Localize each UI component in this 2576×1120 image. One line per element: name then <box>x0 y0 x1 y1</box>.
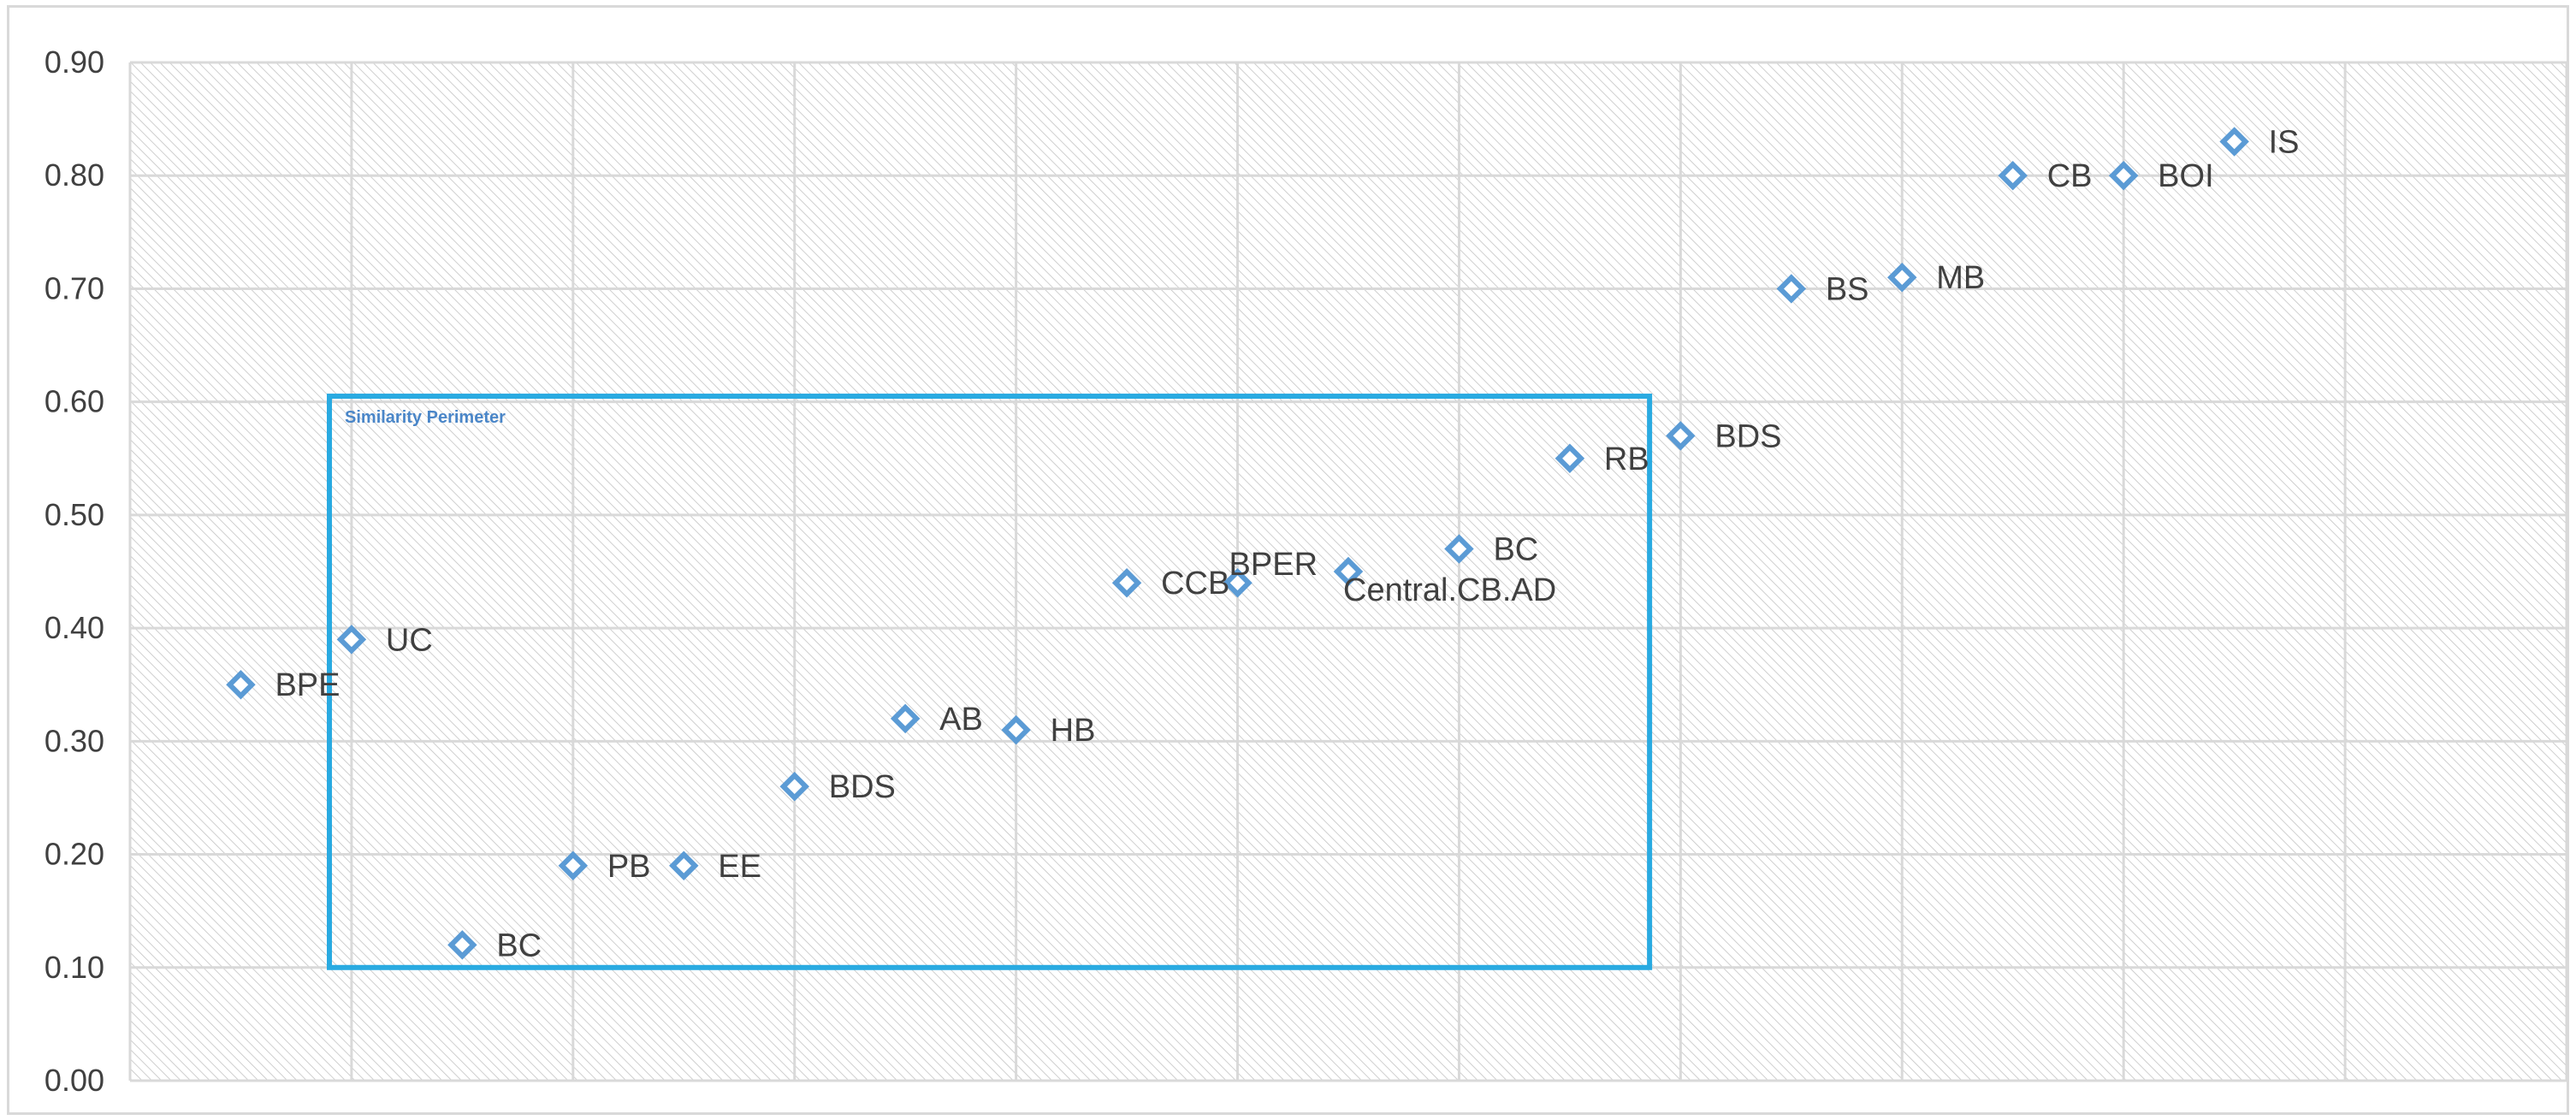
data-point-marker <box>1666 421 1696 451</box>
similarity-perimeter-box <box>327 394 1653 970</box>
data-point-label: BDS <box>1714 418 1781 454</box>
data-point-label: BC <box>496 927 542 963</box>
data-point-marker <box>447 930 477 960</box>
data-point-label: BPE <box>275 667 340 703</box>
y-tick-label: 0.10 <box>44 950 104 985</box>
y-tick-label: 0.20 <box>44 837 104 872</box>
data-point-marker <box>558 850 589 881</box>
data-point-label: CCB <box>1161 566 1229 601</box>
y-tick-label: 0.40 <box>44 610 104 645</box>
data-point-label: UC <box>386 622 433 658</box>
similarity-perimeter-label: Similarity Perimeter <box>345 408 506 427</box>
data-point-marker <box>779 771 809 802</box>
annotations: Similarity Perimeter <box>327 394 1653 970</box>
data-point-label: BDS <box>829 769 896 805</box>
data-points <box>226 127 2249 960</box>
y-tick-label: 0.60 <box>44 384 104 419</box>
data-point-marker <box>2219 127 2249 157</box>
data-point-marker <box>1554 443 1585 474</box>
data-point-marker <box>1887 262 1917 293</box>
data-point-marker <box>1111 567 1142 598</box>
data-point-label: BPER <box>1229 547 1318 583</box>
data-point-marker <box>226 669 256 700</box>
data-point-label: IS <box>2269 125 2300 161</box>
data-point-marker <box>1444 534 1474 564</box>
data-point-marker <box>1223 567 1252 598</box>
data-point-label: AB <box>939 702 983 738</box>
data-point-label: BS <box>1826 271 1869 307</box>
data-point-label: RB <box>1604 441 1649 477</box>
data-point-marker <box>1998 160 2028 191</box>
y-tick-label: 0.30 <box>44 723 104 758</box>
data-point-label: PB <box>607 849 651 885</box>
data-point-label: CB <box>2047 158 2093 194</box>
data-point-marker <box>336 625 367 655</box>
data-point-marker <box>1001 714 1031 745</box>
data-point-marker <box>1333 556 1364 587</box>
data-point-marker <box>890 703 921 734</box>
y-tick-label: 0.80 <box>44 157 104 193</box>
y-tick-label: 0.90 <box>44 44 104 80</box>
data-point-label: Central.CB.AD <box>1343 572 1556 608</box>
data-point-label: EE <box>718 849 761 885</box>
data-point-label: MB <box>1936 260 1985 296</box>
data-point-label: HB <box>1051 713 1096 749</box>
data-point-label: BC <box>1493 532 1538 568</box>
y-tick-label: 0.00 <box>44 1063 104 1098</box>
data-point-label: BOI <box>2158 158 2213 194</box>
y-tick-label: 0.70 <box>44 270 104 305</box>
y-tick-label: 0.50 <box>44 497 104 532</box>
data-point-marker <box>669 850 699 881</box>
data-point-marker <box>2108 160 2139 191</box>
data-point-marker <box>1776 274 1807 304</box>
y-axis-tick-labels: 0.00 0.10 0.20 0.30 0.40 0.50 0.60 0.70 0.80 0.90 <box>44 44 104 1098</box>
